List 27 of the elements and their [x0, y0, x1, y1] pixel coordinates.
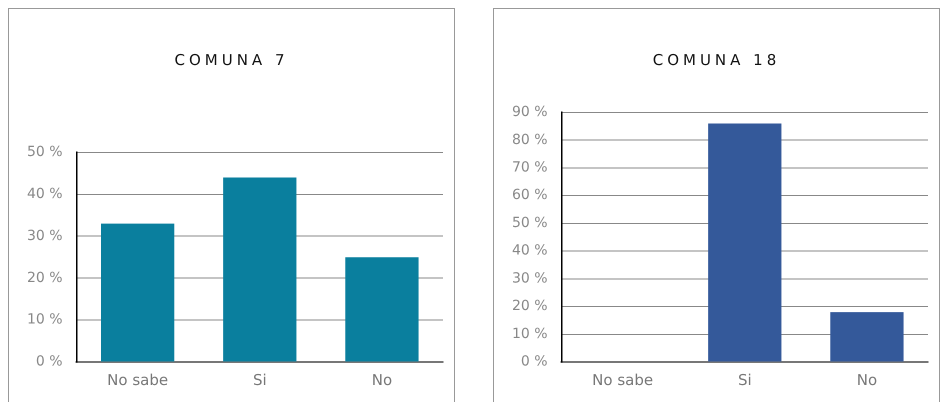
y-tick-label: 40 %: [512, 242, 548, 259]
x-tick-label: No: [372, 370, 392, 389]
y-tick-label: 20 %: [512, 298, 548, 314]
x-tick-label: Si: [252, 370, 267, 389]
chart-title: COMUNA 7: [174, 51, 290, 69]
y-tick-label: 20 %: [26, 270, 63, 286]
y-tick-label: 0 %: [36, 354, 63, 370]
y-tick-label: 10 %: [512, 326, 548, 342]
y-tick-label: 40 %: [26, 186, 63, 202]
y-tick-label: 30 %: [26, 228, 63, 244]
y-tick-label: 50 %: [26, 144, 63, 160]
x-tick-label: No sabe: [592, 370, 654, 389]
y-tick-label: 0 %: [520, 354, 548, 370]
bar: [223, 178, 296, 362]
y-tick-label: 60 %: [512, 187, 548, 204]
bar: [345, 257, 419, 362]
y-tick-label: 80 %: [512, 132, 548, 148]
y-tick-label: 70 %: [512, 160, 548, 176]
y-tick-label: 90 %: [512, 104, 548, 120]
y-tick-label: 30 %: [512, 270, 548, 286]
x-tick-label: No: [856, 370, 878, 389]
x-tick-label: No sabe: [107, 370, 168, 389]
y-tick-label: 10 %: [26, 312, 63, 328]
y-tick-label: 50 %: [512, 214, 548, 231]
bar: [100, 224, 174, 362]
x-tick-label: Si: [738, 370, 752, 389]
chart-title: COMUNA 18: [652, 51, 782, 69]
